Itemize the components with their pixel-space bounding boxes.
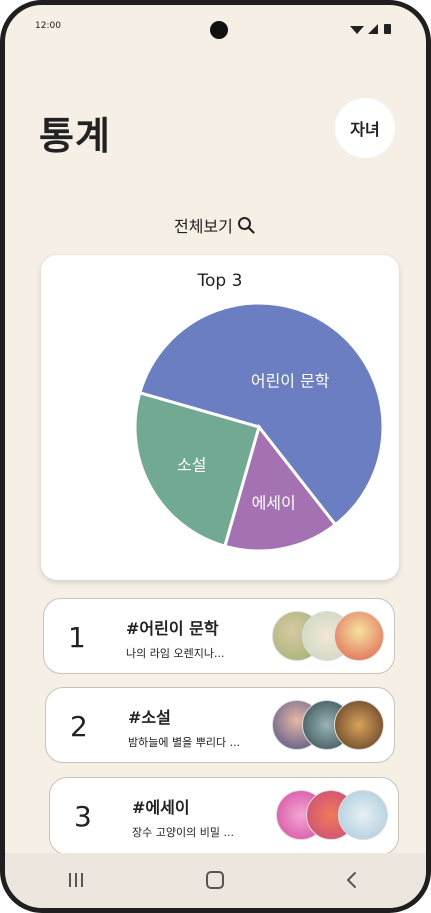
rank-number: 2 (70, 710, 88, 743)
pie-slice (137, 301, 385, 527)
back-icon[interactable] (339, 867, 365, 893)
page-title: 통계 (39, 114, 111, 158)
view-all-label: 전체보기 (174, 217, 233, 236)
rank-genre-tag: #소설 (128, 708, 171, 727)
rank-book-title: 밤하늘에 별을 뿌리다 ... (128, 736, 241, 749)
ranking-card-3[interactable]: 3 #에세이 장수 고양이의 비밀 ... (49, 777, 399, 855)
front-camera (210, 21, 228, 39)
status-time: 12:00 (35, 21, 61, 31)
status-bar: 12:00 (35, 21, 396, 37)
pie-slice (133, 390, 261, 549)
home-icon[interactable] (202, 867, 228, 893)
status-icons (350, 24, 391, 34)
chart-title: Top 3 (197, 271, 243, 291)
view-all-button[interactable]: 전체보기 (174, 213, 255, 237)
wifi-icon (350, 26, 364, 34)
recents-icon[interactable] (63, 867, 89, 893)
pie-slice-label: 어린이 문학 (251, 372, 330, 391)
book-cover-thumb (334, 611, 384, 661)
pie-slice (222, 423, 338, 553)
rank-book-title: 장수 고양이의 비밀 ... (132, 826, 234, 839)
pie-slice-label: 소설 (177, 455, 206, 474)
rank-genre-tag: #에세이 (132, 798, 190, 817)
book-cover-thumbnails (272, 611, 384, 661)
book-cover-thumbnails (276, 790, 388, 840)
book-cover-thumbnails (272, 700, 384, 750)
rank-book-title: 나의 라임 오렌지나... (126, 647, 225, 660)
rank-genre-tag: #어린이 문학 (126, 619, 219, 638)
battery-icon (384, 24, 391, 34)
book-cover-thumb (338, 790, 388, 840)
search-icon (237, 217, 255, 234)
rank-number: 3 (74, 800, 92, 833)
ranking-card-1[interactable]: 1 #어린이 문학 나의 라임 오렌지나... (43, 598, 395, 674)
pie-slice-label: 에세이 (252, 493, 296, 512)
signal-icon (368, 24, 378, 34)
ranking-card-2[interactable]: 2 #소설 밤하늘에 별을 뿌리다 ... (45, 687, 395, 763)
system-nav-bar (5, 853, 426, 908)
book-cover-thumb (334, 700, 384, 750)
profile-avatar-button[interactable]: 자녀 (335, 98, 395, 158)
rank-number: 1 (68, 621, 86, 654)
